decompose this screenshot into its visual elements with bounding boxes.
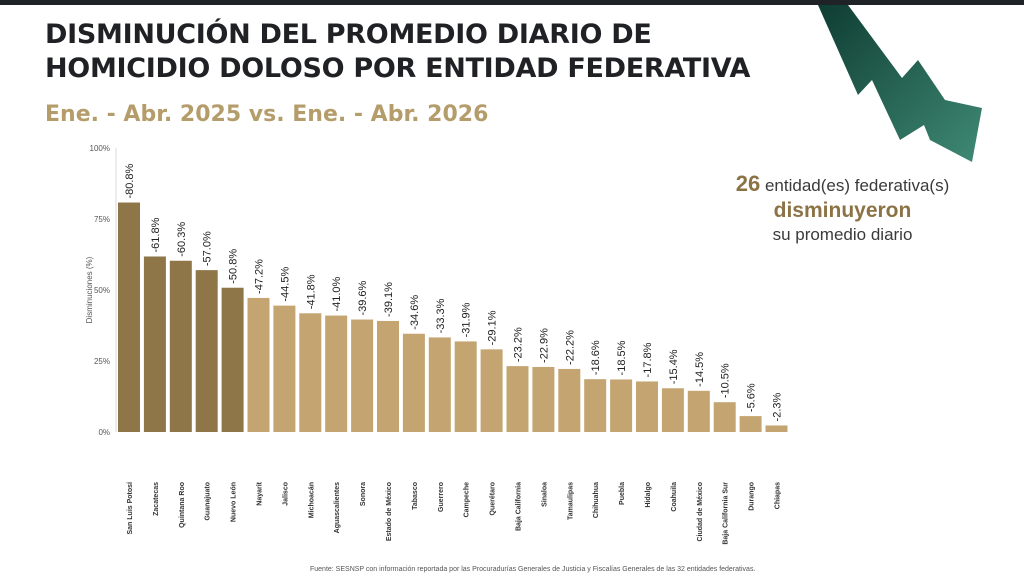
category-label: Tabasco [412,482,419,510]
category-label: Sinaloa [541,482,548,507]
bar [169,260,192,432]
bar [325,315,348,432]
category-label: Guanajuato [205,482,212,521]
callout: 26 entidad(es) federativa(s) disminuyero… [700,172,985,246]
bar [299,313,322,432]
bar [402,333,425,432]
bar [687,390,710,432]
y-tick-label: 0% [98,428,110,437]
bar [584,379,607,432]
bar [636,381,658,432]
bar-value-label: -17.8% [642,342,654,377]
source-note: Fuente: SESNSP con información reportada… [310,566,756,573]
bar [377,320,399,432]
bar-value-label: -39.6% [357,280,369,315]
y-tick-label: 50% [94,286,110,295]
bar [765,425,788,432]
bar [454,341,477,432]
bar-value-label: -14.5% [694,352,706,387]
bar [610,379,633,432]
bar [273,305,296,432]
category-label: Baja California [516,482,523,531]
bar-value-label: -15.4% [668,349,680,384]
top-bar [0,0,1024,5]
bar-value-label: -31.9% [461,302,473,337]
category-label: Tamaulipas [567,482,574,520]
category-label: Baja California Sur [723,482,730,545]
bar [506,366,529,432]
page-title: DISMINUCIÓN DEL PROMEDIO DIARIO DE HOMIC… [45,19,751,84]
category-label: Estado de México [386,482,393,541]
bar-value-label: -33.3% [435,298,447,333]
bar [195,270,218,432]
category-label: Nayarit [257,481,264,505]
bar [532,366,555,432]
category-label: Durango [749,482,756,511]
category-label: Quintana Roo [179,482,186,528]
bar [480,349,503,432]
category-label: Jalisco [282,482,289,506]
callout-text-2: disminuyeron [773,199,912,222]
category-label: Michoacán [308,482,315,518]
category-label: Ciudad de México [697,482,704,542]
category-label: Guerrero [438,482,445,512]
bar-value-label: -41.8% [305,274,317,309]
page-subtitle: Ene. - Abr. 2025 vs. Ene. - Abr. 2026 [45,102,489,127]
callout-line-1: 26 entidad(es) federativa(s) [700,172,985,198]
category-label: Nuevo León [231,482,238,522]
bar-value-label: -10.5% [720,363,732,398]
bar-value-label: -50.8% [228,249,240,284]
bar [143,256,166,432]
bar-value-label: -39.1% [383,282,395,317]
category-label: Hidalgo [645,482,652,508]
trend-down-arrow-icon [818,5,982,162]
category-label: Chiapas [775,482,782,509]
bar-value-label: -60.3% [176,222,188,257]
bar-value-label: -61.8% [150,217,162,252]
callout-count: 26 [735,171,761,196]
bar-value-label: -41.0% [331,276,343,311]
y-axis-label: Disminuciones (%) [85,256,94,323]
bar-value-label: -18.5% [616,340,628,375]
bar-value-label: -80.8% [124,163,136,198]
bar [247,297,270,432]
category-label: Chihuahua [593,482,600,518]
bar-value-label: -22.2% [564,330,576,365]
bar-value-label: -23.2% [513,327,525,362]
bar [428,337,451,432]
bar-value-label: -2.3% [772,393,784,422]
y-tick-label: 25% [94,357,110,366]
category-label: Zacatecas [153,482,160,516]
bar [661,388,684,432]
bar-value-label: -22.9% [538,328,550,363]
bar-value-label: -5.6% [746,383,758,412]
bar [713,402,736,432]
bar [739,416,762,432]
bar [558,368,581,432]
callout-text-1: entidad(es) federativa(s) [760,176,950,195]
category-label: Querétaro [490,482,497,515]
category-label: Coahuila [671,482,678,512]
bar [351,319,374,432]
bar-value-label: -44.5% [279,267,291,302]
category-label: San Luis Potosí [127,481,134,535]
callout-text-3: su promedio diario [772,225,913,244]
bar [221,287,244,432]
category-label: Sonora [360,482,367,506]
bar-value-label: -34.6% [409,295,421,330]
bar-value-label: -57.0% [202,231,214,266]
bar-value-label: -47.2% [254,259,266,294]
bar-value-label: -29.1% [487,310,499,345]
bar-value-label: -18.6% [590,340,602,375]
bar [118,202,140,432]
y-tick-label: 100% [90,144,110,153]
category-label: Aguascalientes [334,482,341,533]
y-tick-label: 75% [94,215,110,224]
category-label: Campeche [464,482,471,518]
category-label: Puebla [619,482,626,505]
